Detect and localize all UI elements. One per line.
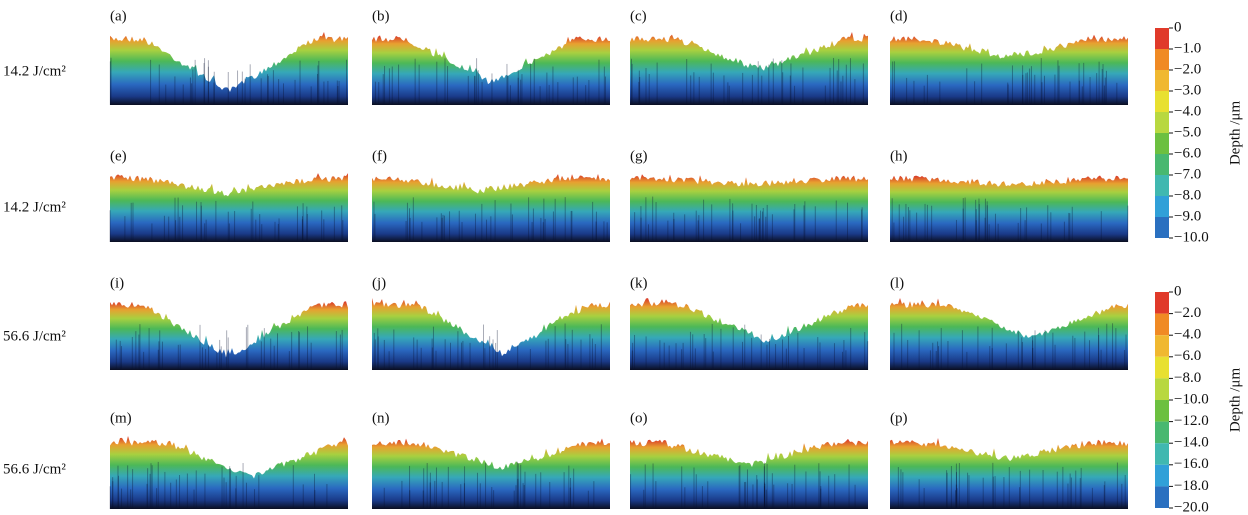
surface-profile — [630, 32, 868, 105]
colorbar-tick-label: 0 — [1174, 283, 1182, 299]
panel-label: (c) — [630, 8, 647, 24]
colorbar-segment — [1155, 400, 1169, 422]
surface-profile — [110, 436, 348, 509]
surface-profile — [372, 298, 610, 370]
colorbar-tick-label: −10.0 — [1174, 229, 1209, 245]
surface-profile — [110, 173, 348, 242]
panel-label: (p) — [890, 410, 908, 426]
panel-label: (f) — [372, 148, 387, 164]
panel-label: (l) — [890, 275, 904, 291]
surface-profile — [110, 32, 348, 105]
colorbar-tick-label: −5.0 — [1174, 124, 1201, 140]
surface-profile — [890, 298, 1128, 370]
row-label: 14.2 J/cm² — [3, 63, 66, 79]
colorbar-tick-label: −1.0 — [1174, 40, 1201, 56]
panel-label: (b) — [372, 8, 390, 24]
colorbar-tick-label: −4.0 — [1174, 103, 1201, 119]
panel-label: (j) — [372, 275, 386, 291]
colorbar-tick-label: −10.0 — [1174, 391, 1209, 407]
colorbar-segment — [1155, 313, 1169, 336]
colorbar-tick-label: −3.0 — [1174, 82, 1201, 98]
surface-profile — [630, 174, 868, 242]
colorbar-tick-label: −6.0 — [1174, 348, 1201, 364]
surface-profile — [890, 438, 1128, 509]
panel-label: (g) — [630, 148, 648, 164]
colorbar-tick-label: 0 — [1174, 19, 1182, 35]
colorbar-segment — [1155, 378, 1169, 400]
colorbar-segment — [1155, 196, 1169, 217]
surface-profile — [372, 438, 610, 509]
colorbar-tick-label: −14.0 — [1174, 435, 1209, 451]
panel-label: (h) — [890, 148, 908, 164]
colorbar-tick-label: −2.0 — [1174, 61, 1201, 77]
panel-label: (a) — [110, 8, 127, 24]
colorbar-segment — [1155, 464, 1169, 487]
colorbar-tick-label: −6.0 — [1174, 145, 1201, 161]
panel-label: (n) — [372, 410, 390, 426]
colorbar-segment — [1155, 217, 1169, 238]
colorbar-tick-label: −18.0 — [1174, 478, 1209, 494]
colorbar-segment — [1155, 70, 1169, 91]
panel-label: (e) — [110, 148, 127, 164]
colorbar-segment — [1155, 292, 1169, 314]
colorbar-tick-label: −16.0 — [1174, 456, 1209, 472]
panel-label: (m) — [110, 410, 132, 426]
colorbar-segment — [1155, 112, 1169, 133]
colorbar-segment — [1155, 49, 1169, 70]
colorbar-segment — [1155, 335, 1169, 357]
colorbar-segment — [1155, 91, 1169, 112]
panel-label: (o) — [630, 410, 648, 426]
surface-profile — [630, 438, 868, 509]
colorbar-segment — [1155, 28, 1169, 49]
colorbar-tick-label: −7.0 — [1174, 166, 1201, 182]
colorbar-tick-label: −8.0 — [1174, 187, 1201, 203]
colorbar-tick-label: −20.0 — [1174, 499, 1209, 515]
surface-profile — [890, 175, 1128, 242]
colorbar-title: Depth /μm — [1227, 101, 1243, 166]
row-label: 56.6 J/cm² — [3, 328, 66, 344]
colorbar-tick-label: −4.0 — [1174, 327, 1201, 343]
surface-profile — [110, 301, 348, 370]
panel-label: (i) — [110, 275, 124, 291]
colorbar-title: Depth /μm — [1227, 368, 1243, 433]
colorbar-tick-label: −8.0 — [1174, 370, 1201, 386]
colorbar-segment — [1155, 356, 1169, 379]
surface-profile — [890, 34, 1128, 106]
panels: (a) (b) (c) (d) (e) (f) (g) (h) (i) (j) (k) (l) (m) (… — [3, 8, 1243, 515]
panel-label: (d) — [890, 8, 908, 24]
colorbar-tick-label: −2.0 — [1174, 305, 1201, 321]
colorbar-tick-label: −12.0 — [1174, 413, 1209, 429]
row-label: 56.6 J/cm² — [3, 461, 66, 477]
colorbar-segment — [1155, 486, 1169, 508]
colorbar-segment — [1155, 154, 1169, 175]
colorbar-segment — [1155, 421, 1169, 444]
colorbar-segment — [1155, 133, 1169, 154]
panel-label: (k) — [630, 275, 648, 291]
surface-profile — [630, 298, 868, 370]
colorbar-tick-label: −9.0 — [1174, 208, 1201, 224]
colorbar-segment — [1155, 443, 1169, 465]
surface-profile — [372, 174, 610, 242]
colorbar-segment — [1155, 175, 1169, 196]
surface-profile — [372, 35, 610, 105]
row-label: 14.2 J/cm² — [3, 199, 66, 215]
